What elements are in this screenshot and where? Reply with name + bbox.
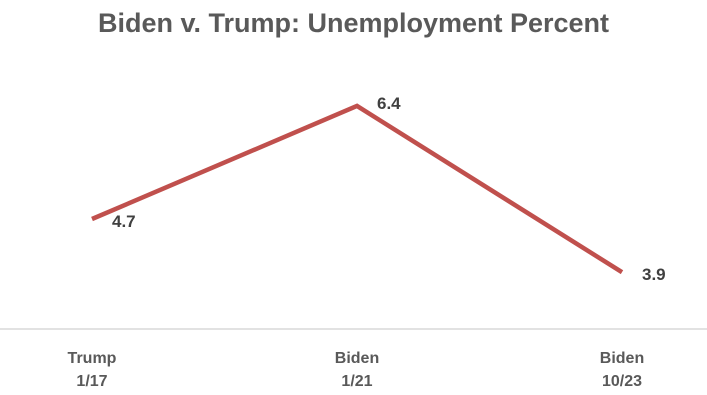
- data-label-1: 6.4: [377, 94, 401, 113]
- ticks-group: Trump 1/17 Biden 1/21 Biden 10/23: [68, 350, 645, 390]
- x-tick-label-1-0: Biden: [335, 350, 379, 367]
- x-tick-label-0-1: 1/17: [76, 373, 107, 390]
- x-tick-label-0-0: Trump: [68, 350, 117, 367]
- series-line: [91, 103, 624, 275]
- series-group: [91, 103, 624, 275]
- chart-title: Biden v. Trump: Unemployment Percent: [97, 8, 610, 38]
- x-tick-label-1-1: 1/21: [341, 373, 372, 390]
- data-label-0: 4.7: [112, 212, 136, 231]
- x-tick-label-2-0: Biden: [600, 350, 644, 367]
- data-label-2: 3.9: [642, 265, 666, 284]
- x-tick-label-2-1: 10/23: [602, 373, 642, 390]
- labels-group: 4.7 6.4 3.9: [112, 94, 666, 284]
